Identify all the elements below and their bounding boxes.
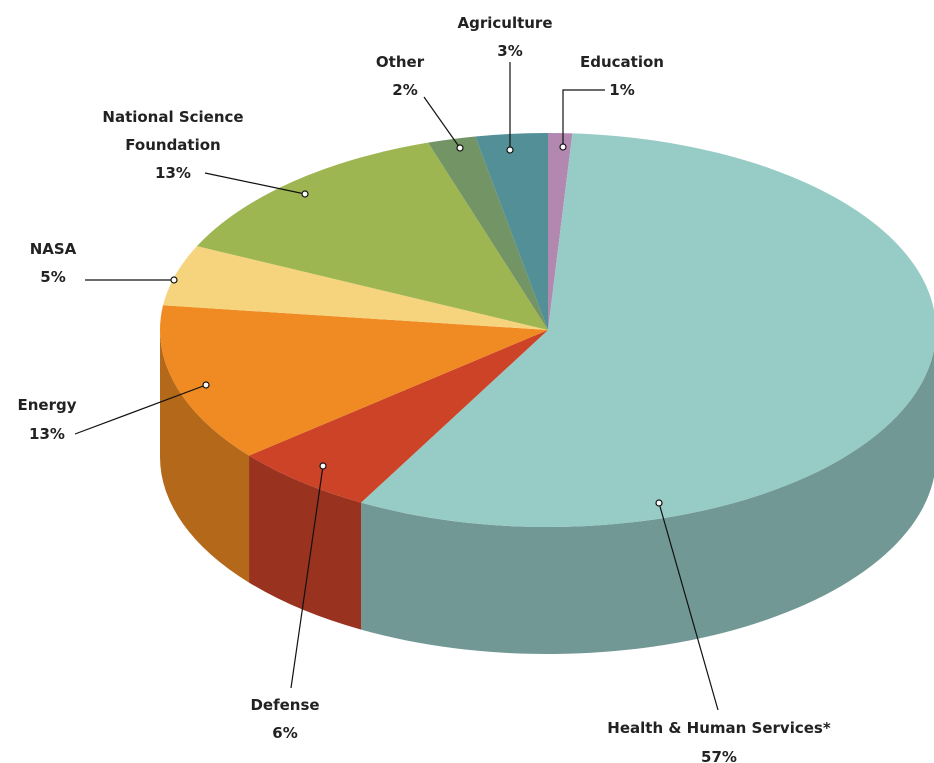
label: Health & Human Services*: [607, 719, 831, 737]
label: Energy: [17, 396, 77, 414]
slice: [361, 133, 934, 527]
leader-line: [204, 172, 306, 195]
slice: [163, 246, 548, 330]
leader-line: [423, 96, 461, 149]
slice: [249, 330, 548, 503]
leader-dot: [456, 144, 464, 152]
label: National Science Foundation: [102, 108, 244, 154]
label: 6%: [272, 724, 298, 742]
label: Education: [580, 53, 664, 71]
slice: [428, 136, 548, 330]
label: Defense: [250, 696, 320, 714]
slice-side: [249, 455, 362, 630]
leader-dot: [170, 276, 178, 284]
leader-dot: [655, 499, 663, 507]
label: Agriculture: [457, 14, 553, 32]
slice-side: [361, 349, 934, 654]
leader-dot: [506, 146, 514, 154]
label: 1%: [609, 81, 635, 99]
slice: [159, 305, 548, 456]
leader-dot: [301, 190, 309, 198]
leader-dot: [319, 462, 327, 470]
leader-line: [562, 89, 605, 147]
label: NASA: [29, 240, 77, 258]
leader-dot: [202, 381, 210, 389]
leader-line: [74, 384, 207, 435]
slice: [548, 133, 573, 330]
label: 13%: [29, 425, 65, 443]
leader-dot: [559, 143, 567, 151]
leader-line: [658, 502, 719, 711]
leader-line: [290, 465, 324, 689]
label: Other: [375, 53, 425, 71]
slice: [475, 133, 548, 330]
slice-side: [160, 330, 250, 583]
label: 13%: [155, 164, 191, 182]
label: 3%: [497, 42, 523, 60]
label: 2%: [392, 81, 418, 99]
label: 57%: [701, 748, 737, 763]
label: 5%: [40, 268, 66, 286]
